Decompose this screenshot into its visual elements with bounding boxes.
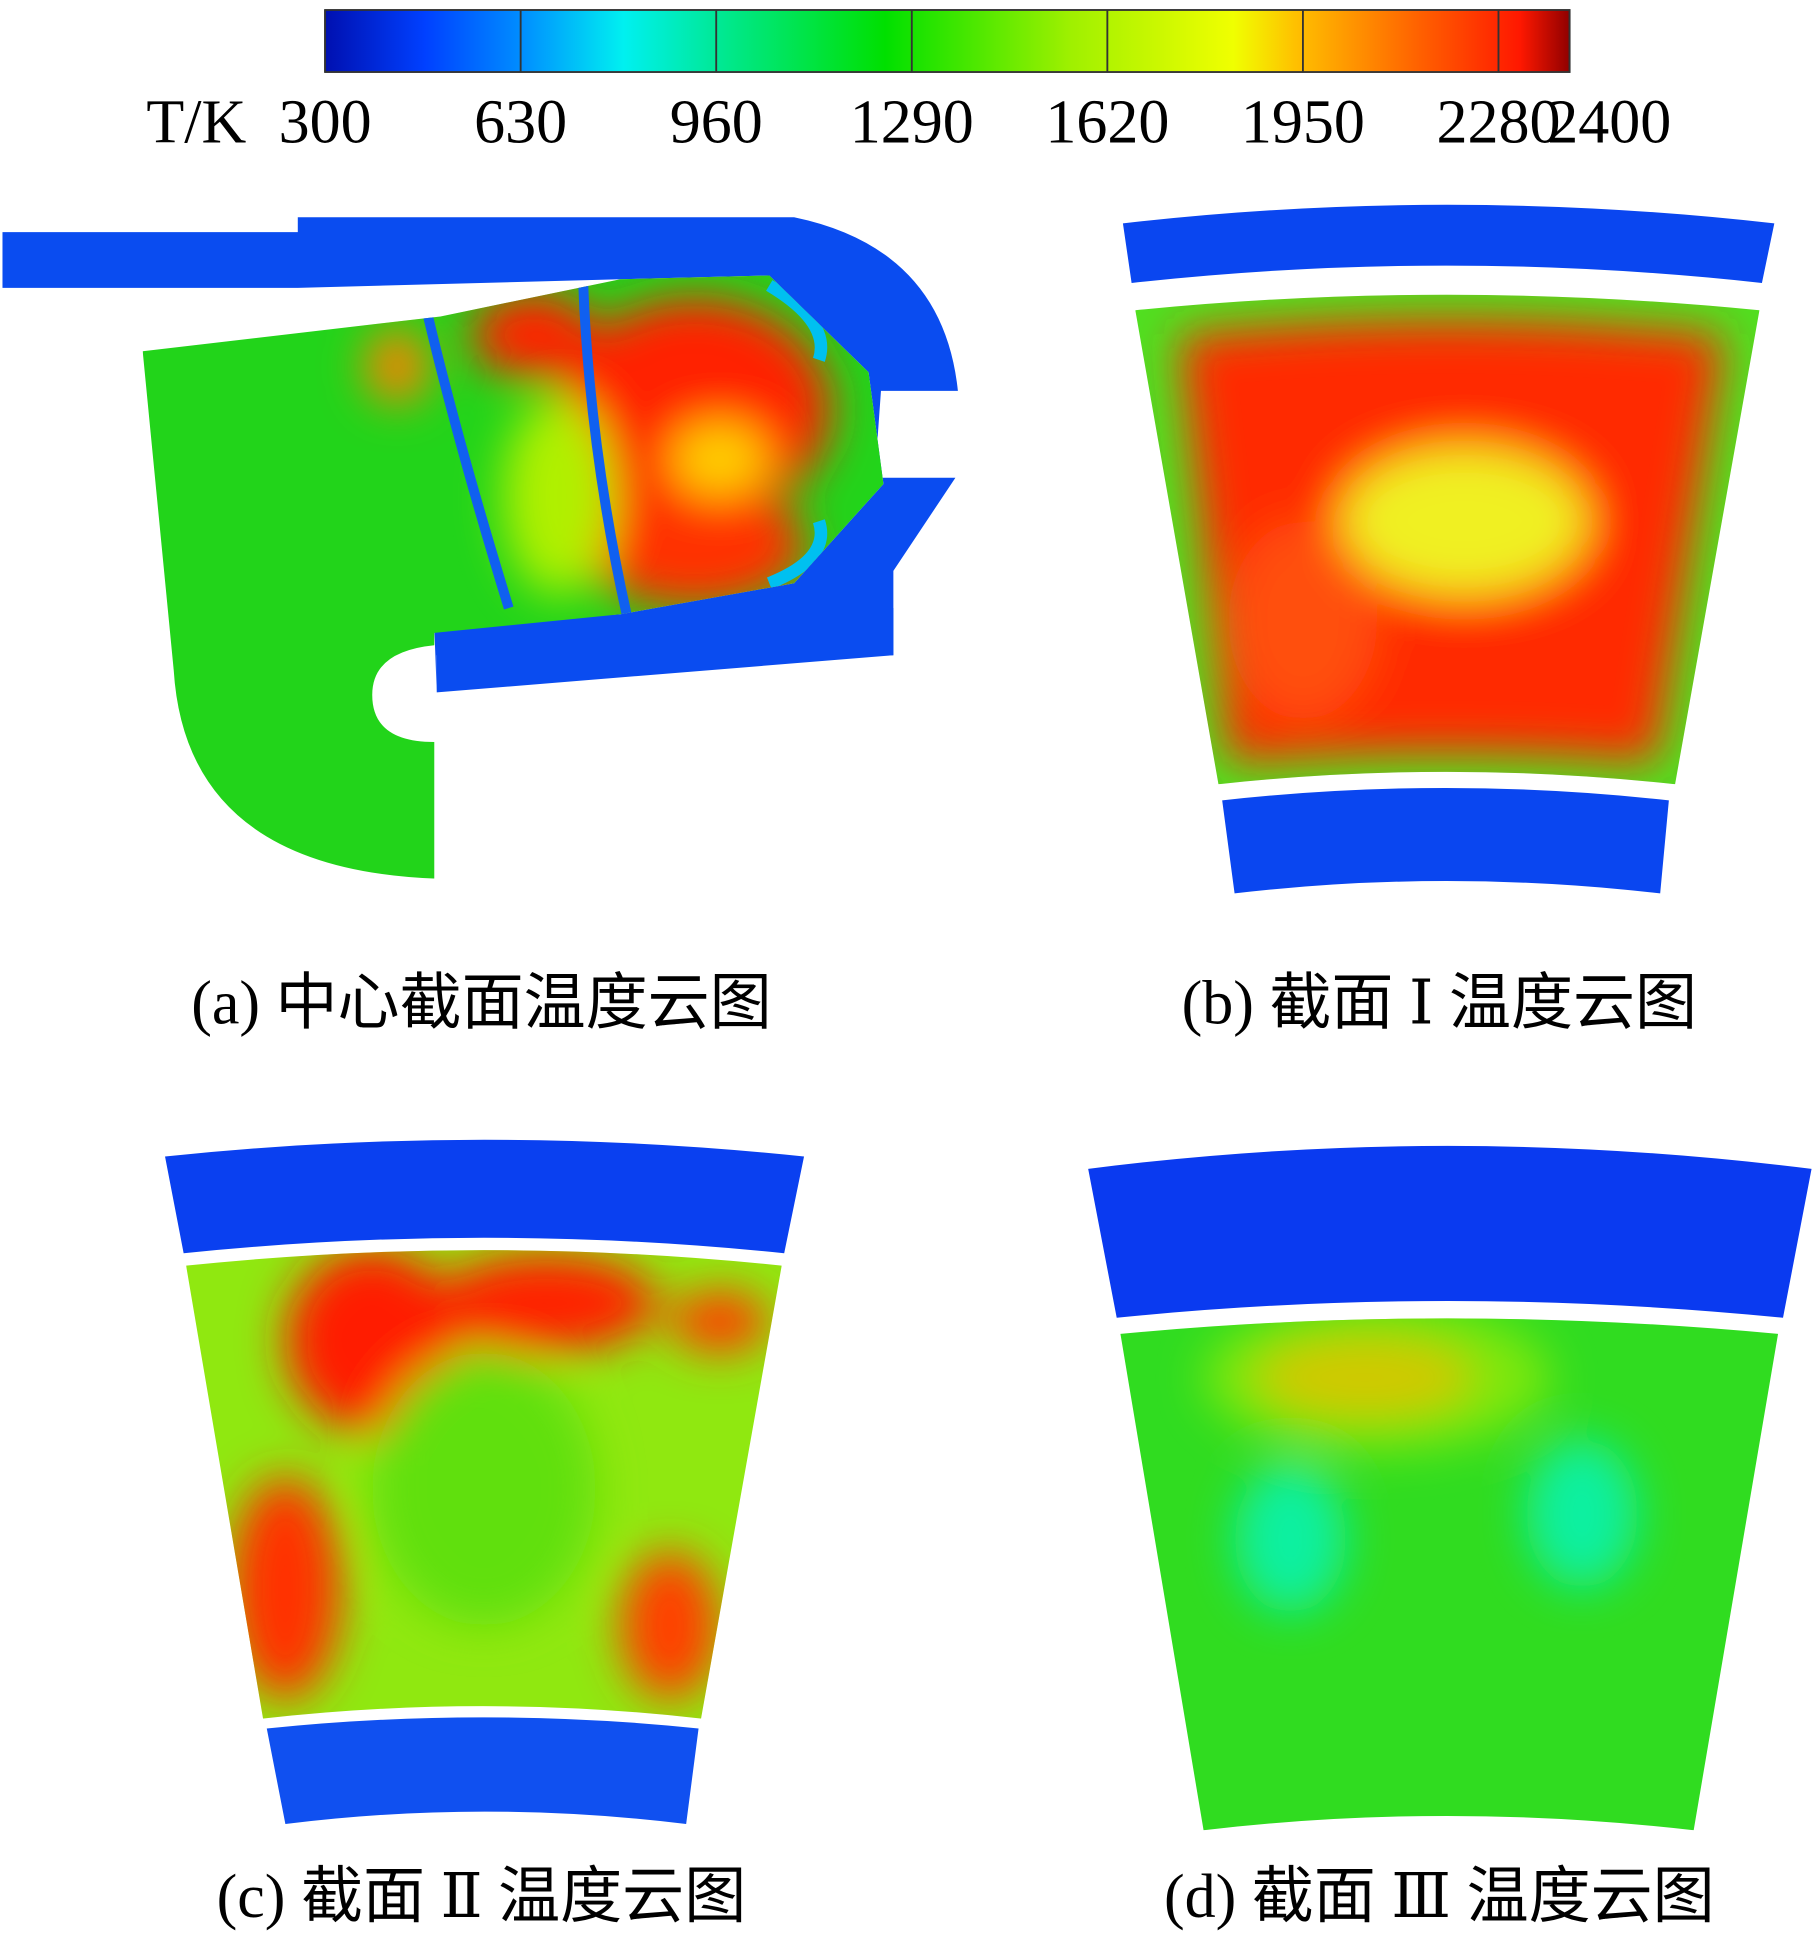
colorbar-tick-label: 630 <box>474 89 567 157</box>
panel-a <box>2 217 958 879</box>
contour <box>186 1250 782 1719</box>
colorbar-tick-label: 2280 <box>1436 89 1560 157</box>
panel-d <box>1088 1145 1812 1831</box>
colorbar-gradient <box>324 9 1571 73</box>
caption: (c) 截面 Ⅱ 温度云图 <box>217 1863 747 1931</box>
colorbar-tick-label: 300 <box>279 89 372 157</box>
caption: (b) 截面 Ⅰ 温度云图 <box>1182 970 1697 1038</box>
colorbar-tick-label: 1950 <box>1241 89 1365 157</box>
contour <box>1135 294 1760 785</box>
blue-region <box>1122 204 1775 283</box>
blue-region <box>1088 1145 1812 1318</box>
colorbar-tick-label: 960 <box>670 89 763 157</box>
colorbar-tick-label: 1620 <box>1045 89 1169 157</box>
contour <box>1120 1318 1779 1831</box>
panel-b <box>1122 204 1775 894</box>
colorbar-label: T/K <box>146 89 246 157</box>
blue-region <box>165 1139 805 1254</box>
caption: (d) 截面 Ⅲ 温度云图 <box>1164 1863 1715 1931</box>
blue-region <box>436 608 894 693</box>
contour <box>142 275 884 879</box>
blue-region <box>266 1717 699 1825</box>
blue-region <box>1222 787 1669 894</box>
colorbar-tick-label: 1290 <box>850 89 974 157</box>
colorbar: T/K <box>146 9 1571 157</box>
caption: (a) 中心截面温度云图 <box>191 970 771 1038</box>
colorbar-tick-label: 2400 <box>1547 89 1671 157</box>
panel-c <box>165 1139 805 1825</box>
